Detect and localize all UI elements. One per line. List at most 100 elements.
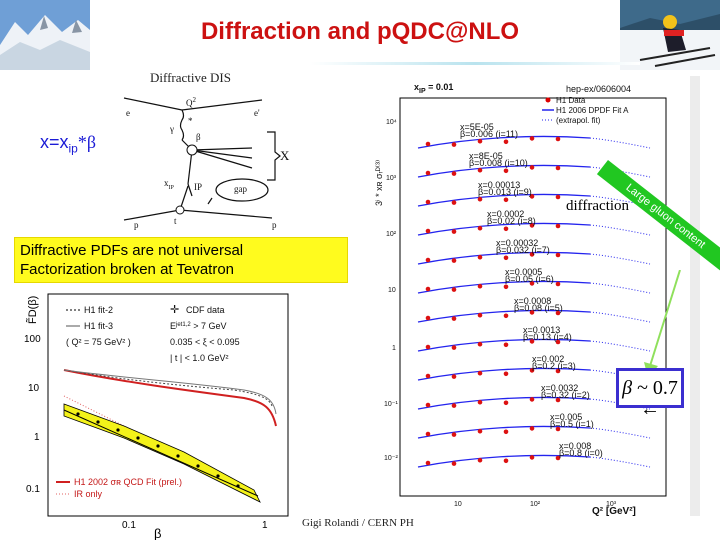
legend-xi: 0.035 < ξ < 0.095: [170, 337, 240, 347]
feynman-title: Diffractive DIS: [150, 70, 231, 85]
label-q2: Q2: [186, 96, 197, 108]
rplot-curve: [417, 280, 591, 294]
rplot-curve-extrap: [589, 195, 651, 207]
rplot-data-point: [477, 196, 483, 202]
rplot-data-point: [425, 315, 431, 321]
label-beta: β: [196, 132, 201, 142]
rplot-data-point: [477, 457, 483, 463]
rplot-data-point: [555, 310, 561, 316]
rplot-xtick-0: 10: [454, 501, 462, 508]
left-xtick-1: 1: [262, 520, 268, 531]
rplot-curve-extrap: [589, 427, 651, 439]
rplot-data-point: [425, 402, 431, 408]
rplot-data-point: [555, 426, 561, 432]
page-title: Diffraction and pQDC@NLO: [200, 18, 520, 45]
rplot-data-point: [555, 194, 561, 200]
rplot-data-point: [503, 284, 509, 290]
rplot-data-point: [425, 373, 431, 379]
rplot-curve: [417, 164, 591, 178]
rplot-data-point: [477, 138, 483, 144]
rplot-data-point: [503, 458, 509, 464]
label-p-out: p: [272, 220, 277, 230]
rplot-data-point: [425, 228, 431, 234]
formula-x: x=x: [40, 132, 69, 152]
rplot-annot-x: x=0.008: [559, 441, 591, 451]
rplot-data-point: [425, 344, 431, 350]
feynman-diagram: Diffractive DIS e e' Q2 γ * β: [112, 70, 312, 230]
rplot-data-point: [425, 199, 431, 205]
rplot-xlabel: Q² [GeV²]: [592, 506, 636, 516]
rplot-data-point: [529, 455, 535, 460]
h1-structure-plot: xIP = 0.01 hep-ex/0606004 H1 Data H1 200…: [370, 76, 700, 517]
rplot-legend-data: H1 Data: [556, 96, 586, 105]
rplot-data-point: [555, 455, 561, 461]
rplot-annot-beta: β=0.5 (i=1): [550, 419, 594, 429]
label-e-out: e': [254, 108, 260, 118]
rplot-data-point: [451, 258, 457, 263]
rplot-annot-x: x=0.0032: [541, 383, 578, 393]
rplot-data-point: [477, 370, 483, 376]
left-xtick-01: 0.1: [122, 520, 136, 531]
label-t: t: [174, 216, 177, 226]
diffraction-label: diffraction: [566, 198, 630, 214]
rplot-data-point: [555, 223, 561, 229]
rplot-curve-extrap: [589, 137, 651, 149]
rplot-ylabel: 3ⁱ * xʀ σᵣᴰ⁽³⁾: [374, 160, 384, 206]
rplot-curves: [417, 135, 651, 468]
rplot-annot-x: x=0.0005: [505, 267, 542, 277]
rplot-data-point: [529, 165, 535, 170]
rplot-data-point: [555, 136, 561, 142]
tevatron-plot: F̃D(β) 100 10 1 0.1 0.1 1 β H1 fit-2 H1 …: [14, 286, 296, 541]
rplot-curve-extrap: [589, 456, 651, 468]
rplot-ytick-3: 10: [388, 287, 396, 294]
rplot-data-point: [425, 460, 431, 466]
rplot-data-point: [555, 252, 561, 258]
rplot-data-point: [503, 400, 509, 406]
left-ytick-10: 10: [28, 383, 40, 394]
rplot-data-point: [477, 283, 483, 289]
rplot-data-point: [503, 371, 509, 377]
rplot-data-point: [451, 461, 457, 466]
rplot-data-point: [529, 397, 535, 402]
rplot-header: xIP = 0.01: [414, 82, 453, 95]
rplot-annot-x: x=8E-05: [469, 151, 503, 161]
rplot-annot-x: x=0.0002: [487, 209, 524, 219]
rplot-data-point: [529, 426, 535, 431]
rplot-data-point: [503, 139, 509, 145]
kinematic-formula: x=xip*β: [40, 132, 96, 156]
rplot-data-point: [529, 281, 535, 286]
rplot-curve: [417, 193, 591, 207]
rplot-curve: [417, 309, 591, 323]
rplot-data-point: [503, 168, 509, 174]
rplot-annot-beta: β=0.006 (i=11): [460, 129, 518, 139]
rplot-data-point: [477, 341, 483, 347]
label-gamma: γ: [169, 124, 174, 134]
rplot-data-point: [477, 225, 483, 231]
rplot-annot-beta: β=0.02 (i=8): [487, 216, 536, 226]
rplot-annot-x: x=5E-05: [460, 122, 494, 132]
rplot-data-point: [503, 197, 509, 203]
left-ytick-100: 100: [24, 334, 41, 345]
rplot-data-point: [503, 226, 509, 232]
rplot-ytick-1: 10³: [386, 175, 397, 182]
conclusion-line-2: Factorization broken at Tevatron: [20, 261, 235, 278]
rplot-data-point: [477, 399, 483, 405]
rplot-data-point: [503, 313, 509, 319]
rplot-annot-beta: β=0.013 (i=9): [478, 187, 532, 197]
rplot-data-point: [451, 171, 457, 176]
rplot-annot-beta: β=0.32 (i=2): [541, 390, 590, 400]
rplot-data-point: [529, 368, 535, 373]
rplot-curve-extrap: [589, 282, 651, 294]
rplot-data-point: [555, 165, 561, 171]
rplot-data-point: [477, 167, 483, 173]
rplot-data-point: [451, 287, 457, 292]
label-gap: gap: [234, 184, 247, 194]
footer-credit: Gigi Rolandi / CERN PH: [302, 517, 414, 529]
legend-et: Ejet1,2 > 7 GeV: [170, 321, 226, 331]
rplot-data-point: [451, 432, 457, 437]
rplot-annot-beta: β=0.008 (i=10): [469, 158, 528, 168]
label-gamma-star: *: [188, 116, 193, 126]
rplot-legend-extrap: (extrapol. fit): [556, 116, 601, 125]
rplot-data-point: [425, 286, 431, 292]
rplot-data-point: [451, 345, 457, 350]
